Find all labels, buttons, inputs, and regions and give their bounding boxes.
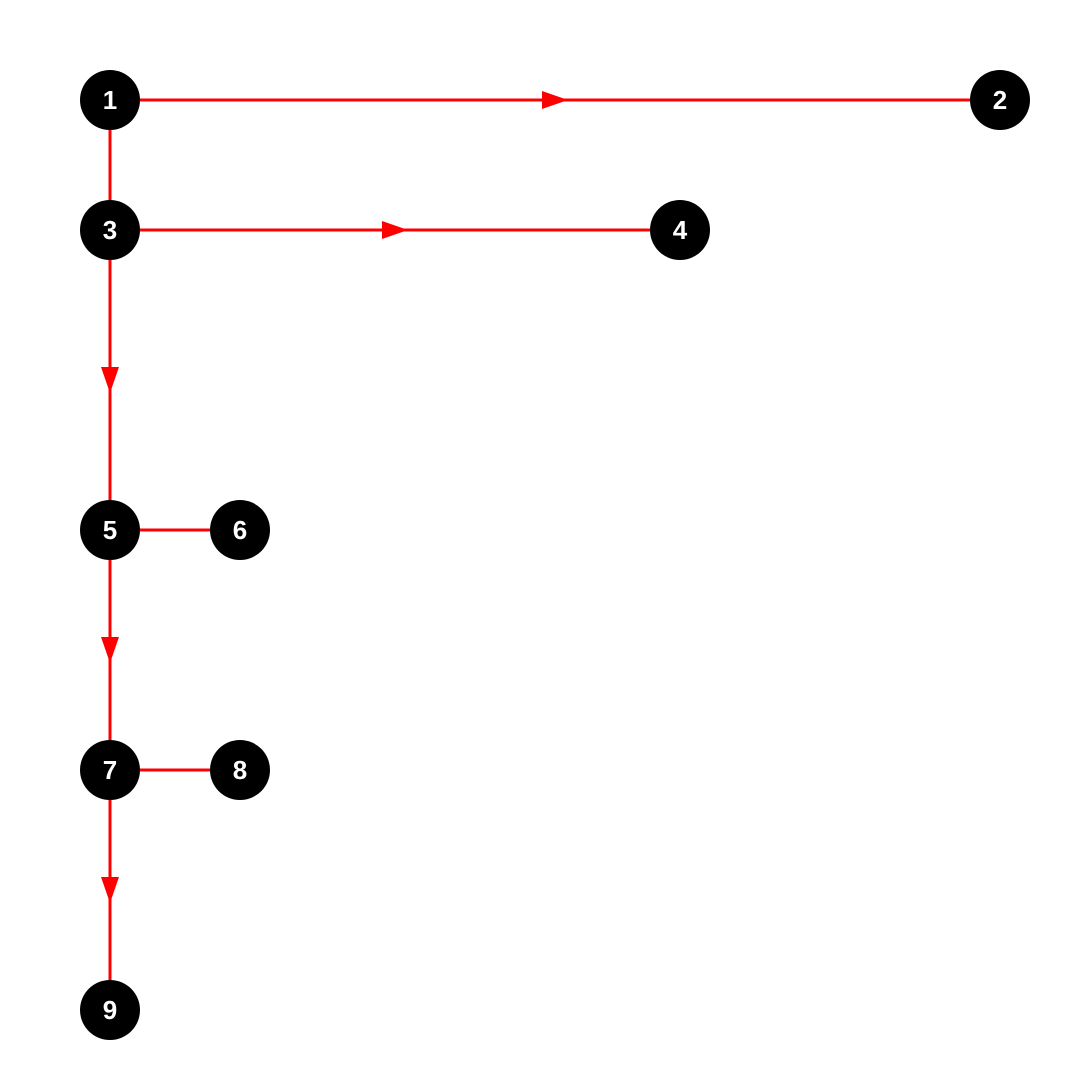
node-1: 1 [80, 70, 140, 130]
node-4: 4 [650, 200, 710, 260]
node-label-2: 2 [993, 85, 1007, 115]
node-7: 7 [80, 740, 140, 800]
node-9: 9 [80, 980, 140, 1040]
node-2: 2 [970, 70, 1030, 130]
node-label-4: 4 [673, 215, 688, 245]
node-5: 5 [80, 500, 140, 560]
node-label-8: 8 [233, 755, 247, 785]
node-label-1: 1 [103, 85, 117, 115]
node-label-9: 9 [103, 995, 117, 1025]
node-label-3: 3 [103, 215, 117, 245]
node-8: 8 [210, 740, 270, 800]
node-6: 6 [210, 500, 270, 560]
node-label-6: 6 [233, 515, 247, 545]
node-label-7: 7 [103, 755, 117, 785]
node-label-5: 5 [103, 515, 117, 545]
network-diagram: 1 2 3 4 5 6 7 8 9 [0, 0, 1080, 1092]
node-3: 3 [80, 200, 140, 260]
diagram-background [0, 0, 1080, 1092]
